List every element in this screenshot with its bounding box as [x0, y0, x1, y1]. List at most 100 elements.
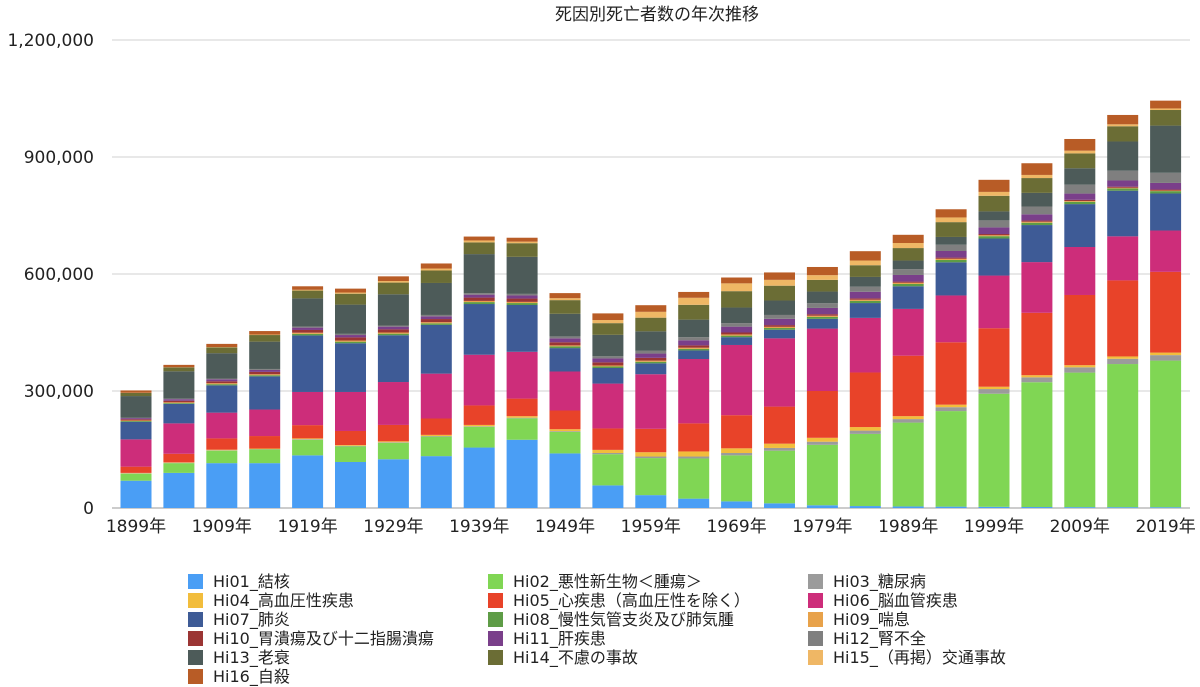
bar-segment [464, 304, 495, 355]
bar-segment [378, 335, 409, 382]
bar-segment [421, 435, 452, 436]
bar-segment [807, 267, 838, 275]
bar-segment [378, 283, 409, 295]
bar-segment [163, 473, 194, 508]
bar-segment [1107, 171, 1138, 181]
bar-segment [421, 436, 452, 437]
bar-segment [592, 362, 623, 365]
bar-segment [550, 372, 581, 411]
bar-segment [550, 411, 581, 430]
bar-segment [163, 402, 194, 403]
bar-segment [893, 282, 924, 283]
bar-segment [635, 361, 666, 362]
bar-segment [1150, 108, 1181, 110]
bar-segment [936, 259, 967, 260]
bar-segment [378, 325, 409, 326]
bar-segment [421, 374, 452, 419]
bar-segment [507, 257, 538, 294]
bar-segment [464, 405, 495, 425]
bar-segment [850, 434, 881, 506]
bar-segment [163, 404, 194, 424]
bar-segment [249, 450, 280, 464]
bar-segment [592, 320, 623, 323]
bar-segment [635, 331, 666, 351]
bar-segment [335, 343, 366, 392]
bar-segment [163, 399, 194, 401]
bar-segment [807, 303, 838, 308]
bar-segment [507, 295, 538, 298]
bar-segment [121, 396, 152, 417]
bar-segment [464, 448, 495, 508]
bar-segment [893, 248, 924, 260]
bar-segment [507, 242, 538, 244]
bar-segment [421, 315, 452, 316]
bar-segment [764, 286, 795, 301]
legend-swatch [808, 650, 823, 665]
bar-segment [1107, 236, 1138, 280]
bar-segment [721, 501, 752, 508]
bar-segment [1107, 187, 1138, 188]
bar-segment [421, 269, 452, 271]
legend-item: Hi13_老衰 [188, 644, 290, 664]
bar-segment [721, 291, 752, 307]
bar-segment [421, 263, 452, 268]
bar-segment [721, 327, 752, 333]
bar-segment [764, 327, 795, 328]
bar-segment [592, 313, 623, 320]
bar-segment [550, 453, 581, 508]
bar-segment [550, 300, 581, 314]
bar-segment [764, 338, 795, 406]
bar-segment [121, 422, 152, 440]
bar-segment [807, 280, 838, 292]
bar-segment [507, 243, 538, 257]
bar-segment [979, 394, 1010, 507]
bar-segment [507, 299, 538, 302]
bar-segment [893, 416, 924, 419]
bar-segment [292, 439, 323, 440]
bar-segment [850, 265, 881, 277]
bar-segment [335, 334, 366, 335]
bar-segment [721, 337, 752, 345]
bar-segment [464, 298, 495, 301]
bar-segment [635, 452, 666, 456]
bar-segment [592, 358, 623, 362]
bar-segment [121, 390, 152, 392]
legend-item: Hi08_慢性気管支炎及び肺気腫 [488, 606, 734, 626]
x-tick-label: 1949年 [535, 517, 595, 537]
bar-segment [335, 392, 366, 431]
bar-segment [378, 327, 409, 330]
bar-segment [121, 421, 152, 422]
bar-segment [1107, 188, 1138, 190]
bar-segment [121, 467, 152, 473]
bar-segment [378, 294, 409, 325]
bar-segment [592, 453, 623, 454]
bar-segment [936, 209, 967, 217]
bar-segment [421, 283, 452, 315]
bar-segment [850, 300, 881, 301]
bar-segment [979, 387, 1010, 389]
bar-segment [1064, 194, 1095, 200]
bar-segment [1021, 214, 1052, 220]
bar-segment [1064, 201, 1095, 202]
bar-segment [206, 379, 237, 381]
bar-segment [592, 454, 623, 485]
bar-segment [464, 426, 495, 427]
legend-label: Hi16_自殺 [213, 667, 290, 686]
bar-segment [550, 429, 581, 431]
legend-item: Hi15_（再掲）交通事故 [808, 644, 1006, 664]
bar-segment [163, 463, 194, 473]
x-tick-label: 1909年 [192, 517, 252, 537]
bar-segment [335, 342, 366, 344]
bar-segment [249, 376, 280, 409]
bar-segment [1107, 507, 1138, 508]
bar-segment [893, 286, 924, 309]
bar-segment [421, 270, 452, 282]
bar-segment [378, 382, 409, 425]
bar-segment [635, 362, 666, 364]
x-tick-label: 1939年 [449, 517, 509, 537]
bar-segment [1064, 139, 1095, 151]
bar-segment [850, 318, 881, 373]
bar-segment [1064, 367, 1095, 372]
bar-segment [507, 294, 538, 296]
bar-segment [850, 292, 881, 299]
